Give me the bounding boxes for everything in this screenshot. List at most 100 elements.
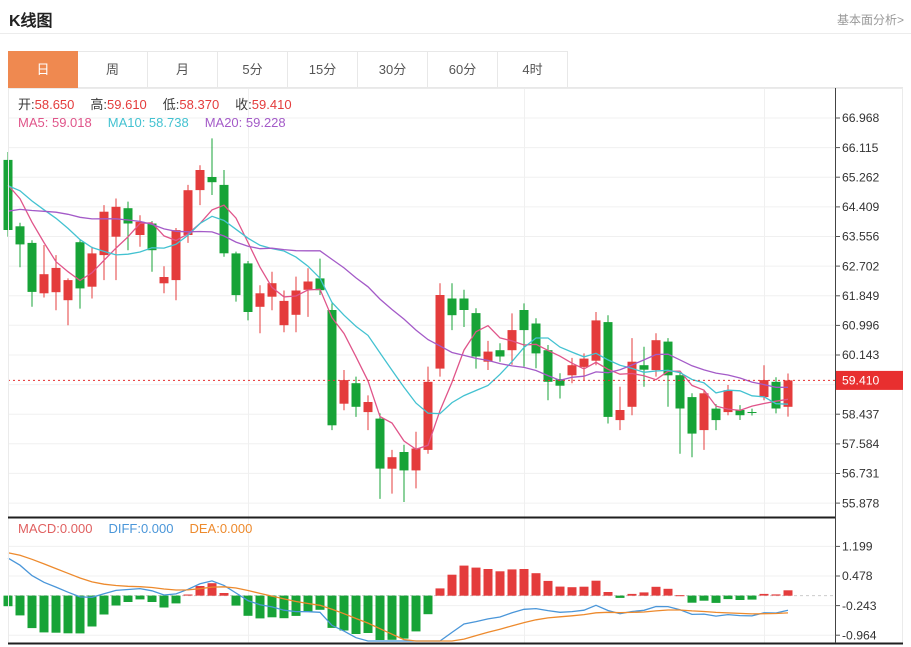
y-axis-label: 66.968	[842, 111, 879, 125]
candle	[111, 206, 121, 237]
ma-legend: MA5: 59.018 MA10: 58.738 MA20: 59.228	[18, 115, 302, 130]
candle	[627, 361, 637, 407]
y-axis-label: 61.849	[842, 289, 879, 303]
candle	[267, 283, 277, 297]
candle	[243, 263, 253, 312]
candle	[639, 365, 649, 370]
candle	[411, 448, 421, 471]
macd-bar	[27, 595, 37, 629]
macd-bar	[231, 595, 241, 606]
current-price-badge	[836, 370, 903, 390]
macd-bar	[591, 580, 601, 596]
macd-bar	[147, 595, 157, 602]
y-axis-label: -0.243	[842, 599, 877, 613]
legend-item: MA10: 58.738	[107, 115, 189, 130]
macd-bar	[651, 586, 661, 596]
y-axis-label: 58.437	[842, 407, 879, 421]
candle	[147, 223, 157, 251]
candle	[39, 274, 49, 294]
candle	[315, 278, 325, 291]
fundamental-analysis-link[interactable]: 基本面分析>	[836, 13, 904, 27]
macd-bar	[507, 569, 517, 596]
macd-bar	[639, 592, 649, 596]
y-axis-label: 55.878	[842, 496, 879, 510]
macd-bar	[39, 595, 49, 633]
macd-bar	[99, 595, 109, 615]
macd-bar	[555, 586, 565, 596]
macd-bar	[519, 569, 529, 596]
candle	[303, 281, 313, 290]
tab-周[interactable]: 周	[78, 51, 148, 88]
macd-bar	[735, 595, 745, 600]
tab-4时[interactable]: 4时	[498, 51, 568, 88]
macd-bar	[279, 595, 289, 619]
tab-30分[interactable]: 30分	[358, 51, 428, 88]
y-axis-label: 62.702	[842, 259, 879, 273]
candle	[51, 267, 61, 293]
macd-bar	[135, 595, 145, 600]
macd-bar	[63, 595, 73, 634]
y-axis-label: 1.199	[842, 540, 873, 554]
candle	[363, 402, 373, 413]
candle	[291, 290, 301, 315]
macd-bar	[375, 595, 385, 640]
ma10-line	[7, 185, 789, 415]
tab-5分[interactable]: 5分	[218, 51, 288, 88]
macd-bar	[15, 595, 25, 616]
candle	[207, 177, 217, 183]
y-axis-label: -0.964	[842, 628, 877, 642]
candle	[123, 208, 133, 224]
macd-bar	[75, 595, 85, 634]
macd-bar	[183, 594, 193, 596]
macd-bar	[711, 595, 721, 603]
macd-bar	[483, 569, 493, 596]
candle	[579, 358, 589, 367]
tab-15分[interactable]: 15分	[288, 51, 358, 88]
candle	[255, 293, 265, 307]
legend-item: 低:58.370	[162, 97, 220, 112]
candle	[711, 408, 721, 421]
candle	[675, 375, 685, 409]
candle	[135, 221, 145, 235]
ma20-line	[7, 208, 788, 388]
macd-bar	[291, 595, 301, 616]
macd-bar	[459, 565, 469, 596]
macd-bar	[171, 595, 181, 604]
macd-bar	[759, 593, 769, 596]
y-axis-label: 66.115	[842, 141, 879, 155]
macd-bar	[435, 588, 445, 596]
candle	[171, 230, 181, 281]
macd-bar	[663, 588, 673, 596]
candle	[735, 410, 745, 416]
candle	[495, 350, 505, 357]
macd-bar	[675, 595, 685, 597]
macd-bar	[747, 595, 757, 600]
tab-日[interactable]: 日	[8, 51, 78, 88]
macd-bar	[603, 592, 613, 596]
macd-bar	[315, 595, 325, 610]
legend-item: MA20: 59.228	[204, 115, 286, 130]
tab-月[interactable]: 月	[148, 51, 218, 88]
macd-bar	[531, 573, 541, 596]
candle	[723, 390, 733, 413]
candle	[351, 383, 361, 407]
macd-bar	[123, 595, 133, 602]
y-axis-label: 0.478	[842, 569, 873, 583]
macd-bar	[207, 583, 217, 596]
y-axis-label: 60.143	[842, 348, 879, 362]
candle	[615, 410, 625, 421]
current-price-badge-value: 59.410	[842, 374, 879, 388]
tab-60分[interactable]: 60分	[428, 51, 498, 88]
candle	[663, 341, 673, 376]
macd-bar	[87, 595, 97, 627]
legend-item: 开:58.650	[18, 97, 75, 112]
candle	[387, 457, 397, 469]
macd-bar	[723, 595, 733, 600]
legend-item: MACD:0.000	[18, 521, 93, 536]
candle	[519, 310, 529, 331]
candle	[759, 380, 769, 398]
y-axis-label: 56.731	[842, 467, 879, 481]
macd-bar	[363, 595, 373, 633]
